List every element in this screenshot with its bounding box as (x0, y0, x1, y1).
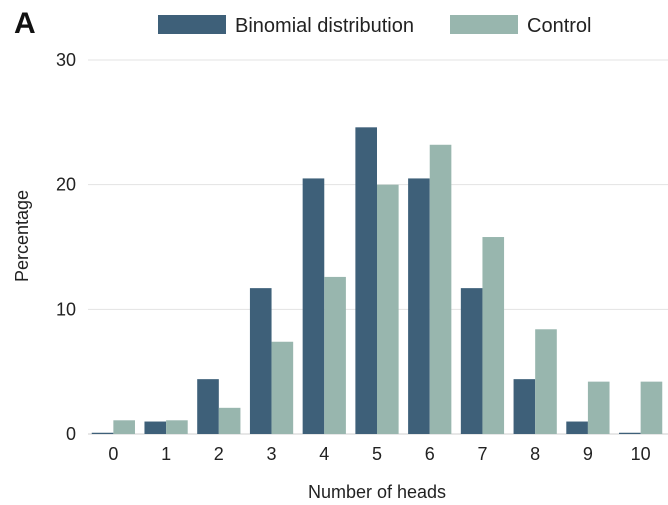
x-tick-label-0: 0 (108, 444, 118, 464)
x-tick-label-7: 7 (477, 444, 487, 464)
x-tick-label-5: 5 (372, 444, 382, 464)
panel-label: A (14, 7, 36, 40)
bar-control-3 (271, 341, 294, 434)
bar-control-5 (377, 184, 399, 434)
bar-control-10 (640, 381, 663, 434)
bar-control-8 (535, 329, 557, 434)
legend-swatch-binomial (158, 15, 226, 34)
bar-control-6 (429, 144, 452, 434)
x-tick-label-8: 8 (530, 444, 540, 464)
bar-control-4 (324, 276, 346, 434)
bar-control-9 (587, 381, 610, 434)
bar-binomial-9 (566, 421, 588, 434)
y-tick-label-10: 10 (56, 299, 76, 319)
x-tick-label-1: 1 (161, 444, 171, 464)
y-axis-ticks: 0 10 20 30 (56, 50, 76, 444)
bar-control-1 (166, 420, 188, 434)
bar-binomial-1 (144, 421, 167, 434)
bar-control-2 (218, 407, 241, 434)
bar-binomial-0 (91, 432, 114, 434)
x-tick-label-3: 3 (267, 444, 277, 464)
x-tick-label-9: 9 (583, 444, 593, 464)
bar-control-7 (482, 237, 505, 434)
x-tick-label-6: 6 (425, 444, 435, 464)
bar-control-0 (113, 420, 135, 434)
bar-binomial-4 (302, 178, 325, 434)
bars (91, 127, 663, 434)
bar-binomial-10 (619, 432, 641, 434)
y-axis-label: Percentage (12, 190, 32, 282)
y-tick-label-0: 0 (66, 424, 76, 444)
legend: Binomial distribution Control (158, 15, 591, 37)
bar-binomial-3 (249, 288, 272, 434)
x-axis-label: Number of heads (308, 482, 446, 502)
x-tick-label-10: 10 (631, 444, 651, 464)
bar-binomial-2 (197, 379, 219, 434)
legend-label-binomial: Binomial distribution (235, 15, 414, 37)
x-tick-label-2: 2 (214, 444, 224, 464)
bar-binomial-8 (513, 379, 536, 434)
legend-swatch-control (450, 15, 518, 34)
x-axis-ticks: 0 1 2 3 4 5 6 7 8 9 10 (108, 444, 650, 464)
bar-binomial-6 (408, 178, 430, 434)
bar-binomial-5 (355, 127, 377, 434)
y-tick-label-20: 20 (56, 175, 76, 195)
bar-binomial-7 (460, 288, 483, 434)
legend-label-control: Control (527, 15, 591, 37)
y-tick-label-30: 30 (56, 50, 76, 70)
x-tick-label-4: 4 (319, 444, 329, 464)
